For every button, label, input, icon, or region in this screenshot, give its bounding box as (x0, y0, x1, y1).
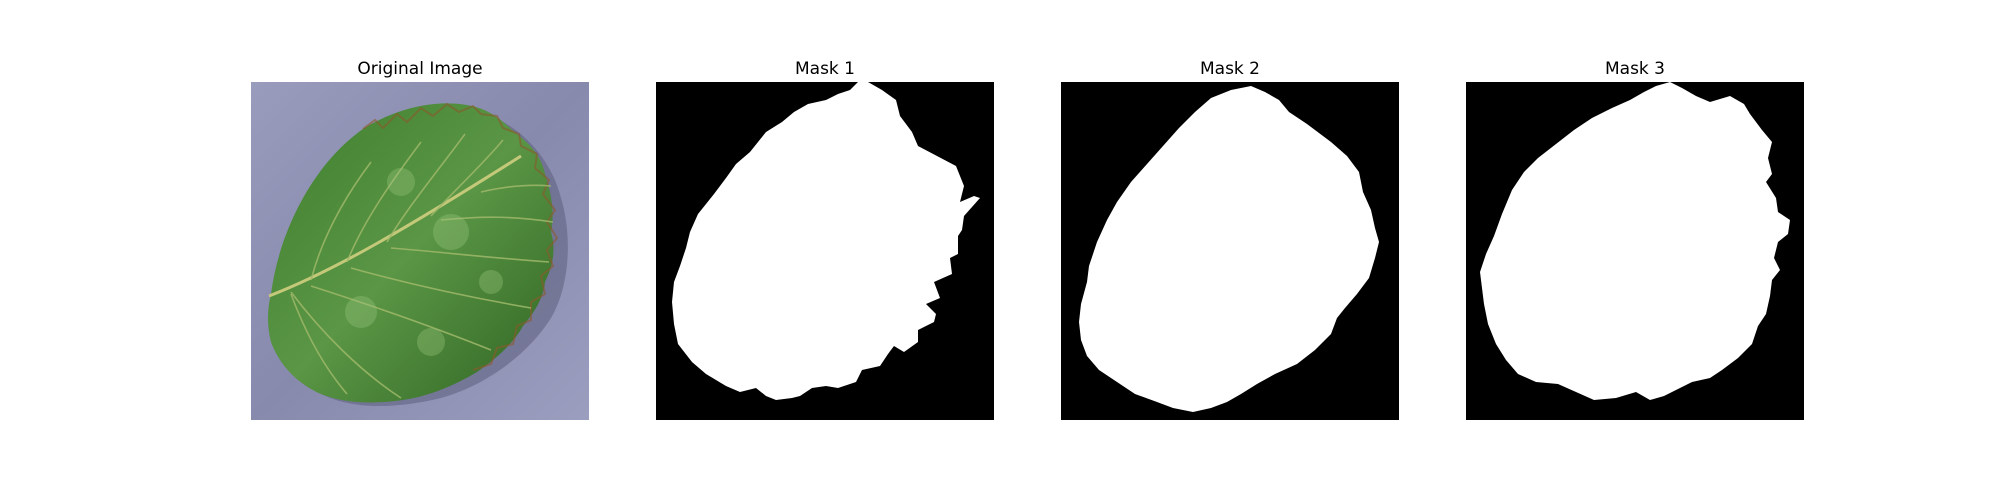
panel-mask-3: Mask 3 (1466, 57, 1804, 420)
mask-image-3 (1466, 82, 1804, 420)
mask-image-2 (1061, 82, 1399, 420)
panel-title: Mask 2 (1199, 59, 1260, 79)
panel-original: Original Image (251, 57, 589, 420)
mask-image-1 (656, 82, 994, 420)
panel-title: Mask 3 (1604, 59, 1665, 79)
panel-mask-1: Mask 1 (656, 57, 994, 420)
original-image (251, 82, 589, 420)
panel-title: Mask 1 (794, 59, 855, 79)
panel-title: Original Image (357, 59, 483, 79)
panel-mask-2: Mask 2 (1061, 57, 1399, 420)
